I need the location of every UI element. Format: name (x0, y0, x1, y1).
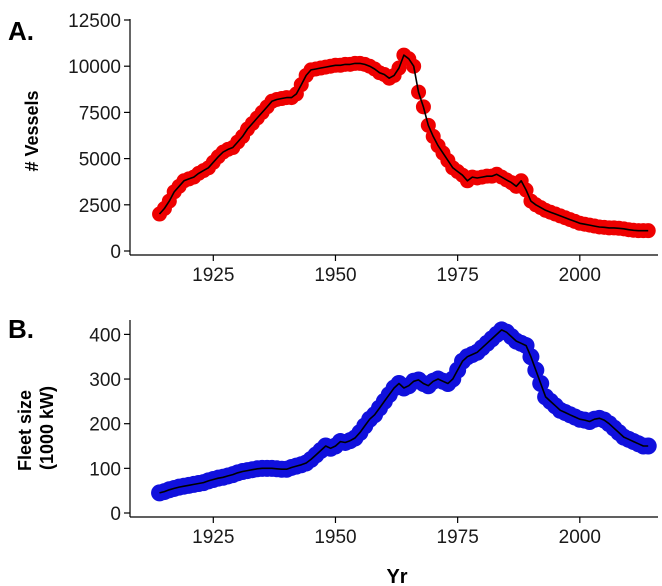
panel-b-x-tick-label: 1950 (314, 527, 356, 548)
panel-b-y-axis-label-line-1: Fleet size (15, 390, 35, 471)
panel-a-y-tick-label: 5000 (79, 150, 121, 171)
panel-a-points (152, 47, 656, 239)
panel-a-y-tick-label: 10000 (68, 57, 121, 78)
panel-b-y-axis-label: Fleet size (1000 kW) (15, 385, 57, 471)
panel-a-vessels-chart: A. # Vessels 0 2500 5000 7500 10000 12500 1925… (8, 11, 658, 286)
panel-a-line-group (158, 54, 649, 232)
panel-b-x-tick-label: 2000 (559, 527, 601, 548)
panel-a-x-tick-label: 1950 (314, 265, 356, 286)
panel-b-data-point (639, 437, 657, 455)
panel-b-series-line (159, 329, 649, 494)
panel-b-line-group (159, 329, 649, 494)
panel-b-points (151, 321, 657, 502)
panel-a-x-tick-label: 1975 (437, 265, 479, 286)
panel-b-x-axis-label: Yr (386, 566, 407, 586)
panel-b-y-axis-label-line-2: (1000 kW) (37, 386, 57, 470)
panel-b-y-tick-label: 100 (89, 459, 121, 480)
panel-a-label: A. (8, 16, 34, 46)
panel-a-y-tick-label: 12500 (68, 11, 121, 32)
panel-b-y-tick-label: 400 (89, 325, 121, 346)
panel-b-y-tick-label: 200 (89, 415, 121, 436)
panel-a-series-line (158, 54, 649, 232)
panel-a-data-point (640, 223, 656, 239)
panel-a-y-tick-label: 0 (110, 242, 121, 263)
panel-b-axes: 0 100 200 300 400 1925 1950 1975 2000 (89, 320, 658, 548)
panel-b-x-tick-label: 1925 (192, 527, 234, 548)
panel-a-x-tick-label: 1925 (192, 265, 234, 286)
panel-a-y-tick-label: 7500 (79, 103, 121, 124)
panel-b-label: B. (8, 314, 34, 344)
panel-b-y-tick-label: 0 (110, 504, 121, 525)
panel-a-y-axis-label: # Vessels (22, 90, 42, 171)
panel-b-fleet-chart: B. Fleet size (1000 kW) 0 100 200 300 400 192… (8, 314, 658, 586)
panel-a-x-tick-label: 2000 (559, 265, 601, 286)
panel-b-x-tick-label: 1975 (437, 527, 479, 548)
panel-a-y-tick-label: 2500 (79, 196, 121, 217)
panel-b-y-tick-label: 300 (89, 370, 121, 391)
panel-a-axes: 0 2500 5000 7500 10000 12500 1925 1950 1975 2000 (68, 11, 658, 286)
